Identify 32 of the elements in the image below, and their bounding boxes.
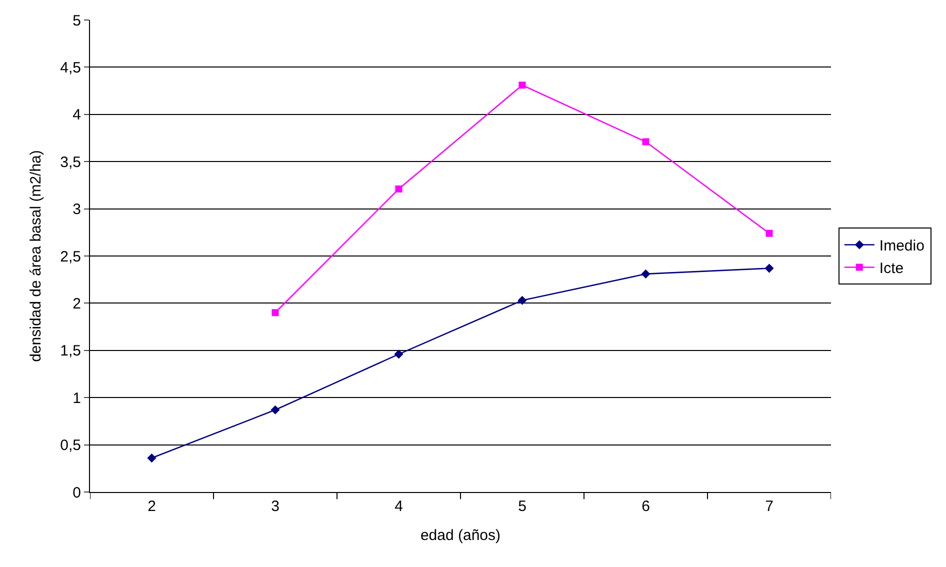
y-tick-label: 1 bbox=[72, 390, 81, 407]
point bbox=[766, 230, 773, 237]
x-tick-label: 5 bbox=[518, 498, 526, 515]
point bbox=[764, 264, 774, 273]
x-tick-label: 6 bbox=[642, 498, 650, 515]
y-tick-label: 1,5 bbox=[60, 342, 81, 360]
y-tick-label: 5 bbox=[72, 12, 81, 30]
x-tick-label: 3 bbox=[271, 498, 280, 515]
x-tick-label: 4 bbox=[394, 498, 403, 515]
x-tick-label: 2 bbox=[148, 498, 156, 515]
point bbox=[641, 269, 650, 278]
y-tick-label: 0 bbox=[72, 484, 81, 502]
y-tick-label: 4,5 bbox=[60, 59, 81, 76]
point bbox=[518, 296, 527, 305]
y-tick-label: 2 bbox=[72, 295, 81, 312]
point bbox=[518, 82, 526, 89]
x-tick-label: 7 bbox=[765, 498, 774, 515]
y-axis-title: densidad de área basal (m2/ha) bbox=[27, 150, 44, 362]
point bbox=[394, 350, 404, 359]
legend-label: Imedio bbox=[879, 238, 924, 255]
point bbox=[270, 405, 280, 414]
y-tick-label: 3 bbox=[72, 201, 81, 218]
y-tick-label: 3,5 bbox=[60, 154, 81, 171]
y-tick-label: 4 bbox=[72, 106, 81, 124]
point bbox=[272, 309, 279, 316]
point bbox=[395, 185, 402, 192]
legend-label: Icte bbox=[879, 260, 904, 278]
point bbox=[642, 138, 650, 146]
y-tick-label: 2,5 bbox=[60, 248, 81, 266]
x-axis-title: edad (años) bbox=[420, 527, 501, 544]
point bbox=[147, 453, 156, 463]
y-tick-label: 0,5 bbox=[60, 437, 81, 454]
